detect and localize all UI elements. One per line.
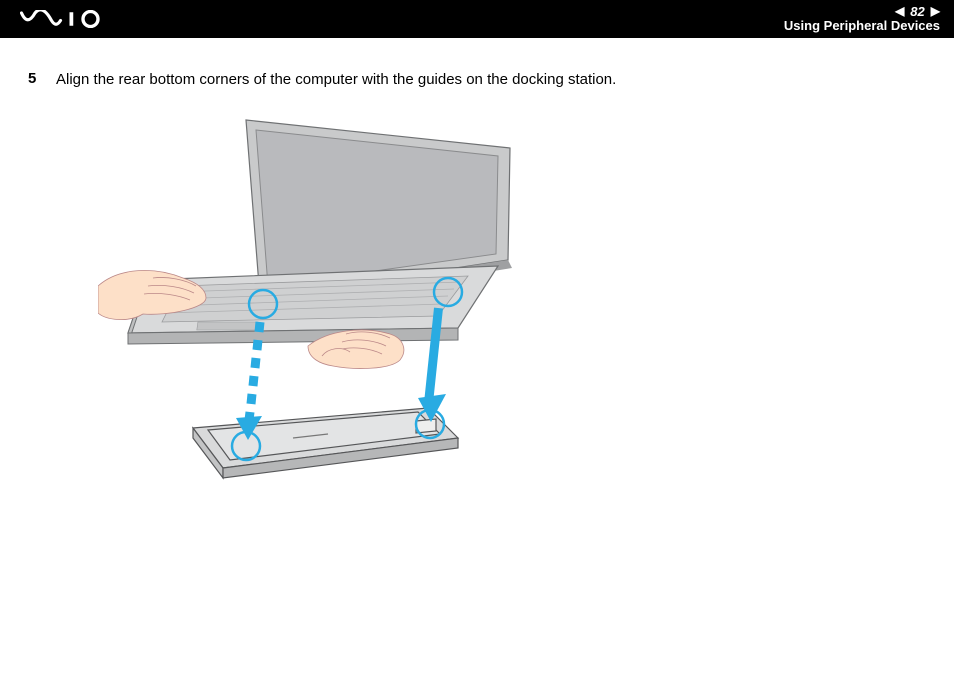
page-header: ◀ 82 ▶ Using Peripheral Devices xyxy=(0,0,954,38)
header-right: ◀ 82 ▶ Using Peripheral Devices xyxy=(784,6,940,33)
step-number: 5 xyxy=(28,70,40,90)
next-page-arrow[interactable]: ▶ xyxy=(931,4,940,18)
page-nav: ◀ 82 ▶ xyxy=(895,4,940,19)
section-title: Using Peripheral Devices xyxy=(784,18,940,33)
page-body: 5 Align the rear bottom corners of the c… xyxy=(0,38,954,488)
instruction-step: 5 Align the rear bottom corners of the c… xyxy=(28,70,926,90)
prev-page-arrow[interactable]: ◀ xyxy=(895,4,904,18)
step-text: Align the rear bottom corners of the com… xyxy=(56,70,616,90)
docking-illustration xyxy=(98,108,528,488)
page-number: 82 xyxy=(910,4,924,19)
vaio-logo xyxy=(20,10,125,28)
